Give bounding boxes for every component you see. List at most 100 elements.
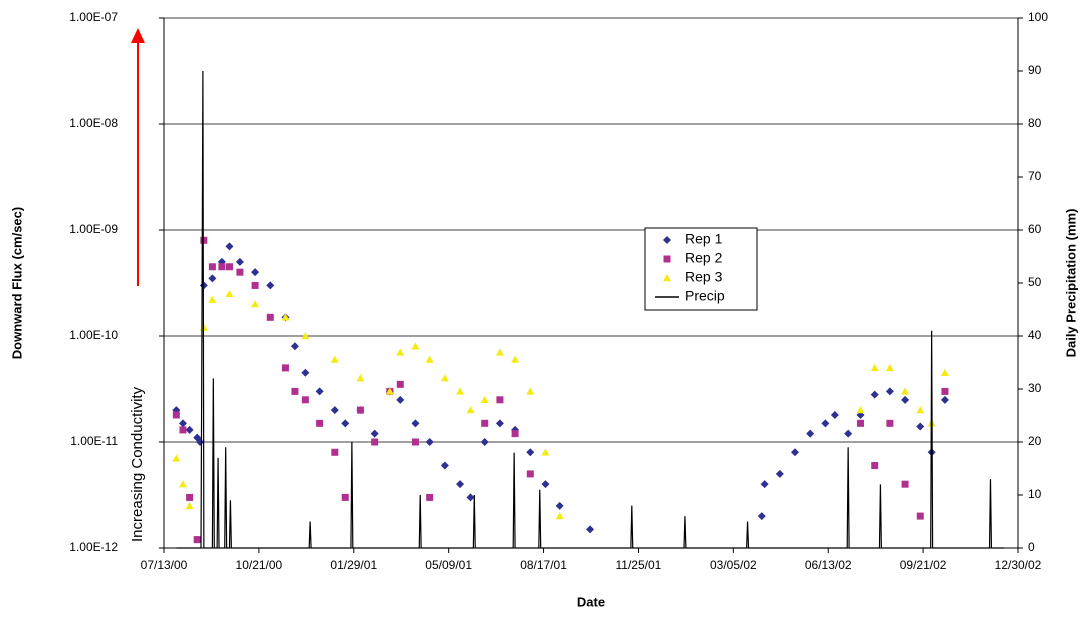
- point: [370, 429, 379, 438]
- point: [185, 501, 194, 510]
- point: [172, 411, 180, 419]
- legend-label: Precip: [685, 288, 725, 304]
- x-tick-label: 09/21/02: [900, 558, 947, 572]
- point: [179, 426, 187, 434]
- point: [208, 263, 216, 271]
- point: [757, 512, 766, 521]
- point: [456, 387, 465, 395]
- y2-tick-label: 40: [1028, 328, 1042, 342]
- point: [218, 263, 226, 271]
- point: [856, 419, 864, 427]
- x-tick-label: 05/09/01: [425, 558, 472, 572]
- point: [172, 454, 181, 462]
- point: [806, 429, 815, 438]
- point: [208, 274, 217, 283]
- point: [396, 380, 404, 388]
- point: [281, 313, 290, 321]
- point: [901, 480, 909, 488]
- point: [495, 419, 504, 428]
- x-tick-label: 08/17/01: [520, 558, 567, 572]
- point: [236, 268, 244, 276]
- point: [356, 374, 365, 382]
- point: [466, 406, 475, 414]
- point: [425, 355, 434, 363]
- point: [185, 425, 194, 434]
- point: [186, 493, 194, 501]
- point: [301, 332, 310, 340]
- x-tick-label: 06/13/02: [805, 558, 852, 572]
- point: [266, 313, 274, 321]
- point: [251, 268, 260, 277]
- y2-tick-label: 60: [1028, 222, 1042, 236]
- point: [341, 493, 349, 501]
- x-tick-label: 03/05/02: [710, 558, 757, 572]
- legend-label: Rep 3: [685, 269, 723, 285]
- y2-tick-label: 90: [1028, 63, 1042, 77]
- point: [511, 430, 519, 438]
- point: [495, 348, 504, 356]
- point: [870, 363, 879, 372]
- point: [511, 355, 520, 363]
- annotation: Increasing Conductivity: [129, 386, 146, 542]
- point: [760, 480, 769, 489]
- point: [225, 263, 233, 271]
- point: [940, 368, 949, 376]
- x-tick-label: 12/30/02: [995, 558, 1042, 572]
- point: [791, 448, 800, 457]
- point: [225, 242, 234, 251]
- y2-tick-label: 50: [1028, 275, 1042, 289]
- point: [331, 448, 339, 456]
- point: [411, 342, 420, 350]
- precip-line: [176, 70, 1004, 549]
- point: [281, 364, 289, 372]
- legend: Rep 1 Rep 2 Rep 3 Precip: [644, 227, 758, 311]
- point: [885, 387, 894, 396]
- y2-tick-label: 10: [1028, 487, 1042, 501]
- point: [290, 342, 299, 351]
- point: [526, 387, 535, 395]
- point: [870, 390, 879, 399]
- point: [316, 419, 324, 427]
- annotation-arrowhead: [131, 28, 145, 43]
- point: [481, 419, 489, 427]
- point: [315, 387, 324, 396]
- legend-marker: [663, 255, 671, 263]
- point: [266, 281, 275, 290]
- point: [371, 438, 379, 446]
- point: [425, 438, 434, 446]
- point: [411, 438, 419, 446]
- point: [901, 395, 910, 404]
- y2-tick-label: 80: [1028, 116, 1042, 130]
- point: [301, 368, 310, 377]
- y-tick-label: 1.00E-12: [69, 540, 118, 554]
- point: [916, 406, 925, 414]
- y-tick-label: 1.00E-07: [69, 10, 118, 24]
- legend-marker: [663, 274, 671, 282]
- point: [426, 493, 434, 501]
- point: [456, 480, 465, 489]
- y2-axis-title: Daily Precipitation (mm): [1063, 209, 1078, 358]
- point: [178, 419, 187, 428]
- point: [916, 422, 925, 431]
- y-tick-label: 1.00E-08: [69, 116, 118, 130]
- point: [941, 387, 949, 395]
- point: [200, 236, 208, 244]
- point: [291, 387, 299, 395]
- point: [526, 470, 534, 478]
- point: [885, 363, 894, 372]
- point: [901, 387, 910, 395]
- point: [466, 493, 475, 502]
- point: [830, 410, 839, 419]
- point: [208, 295, 217, 303]
- x-axis-title: Date: [577, 594, 605, 609]
- point: [480, 395, 489, 404]
- point: [586, 525, 595, 534]
- y2-tick-label: 100: [1028, 10, 1048, 24]
- point: [555, 501, 564, 510]
- point: [356, 406, 364, 414]
- point: [871, 462, 879, 470]
- point: [330, 406, 339, 415]
- point: [496, 396, 504, 404]
- point: [541, 480, 550, 489]
